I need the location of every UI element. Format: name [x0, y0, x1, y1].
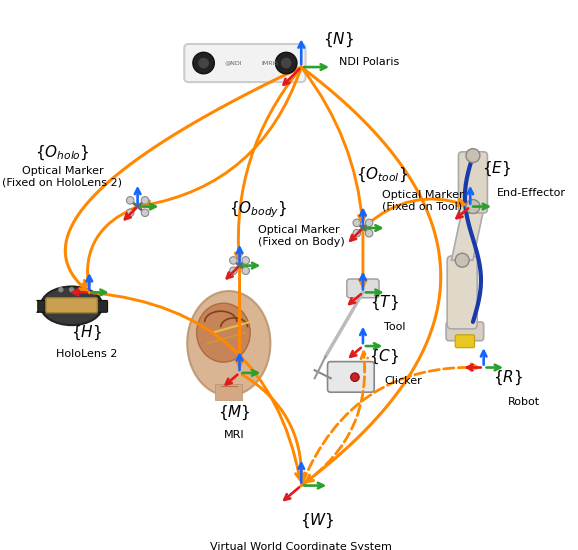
Circle shape [365, 229, 373, 237]
Circle shape [198, 58, 209, 68]
Circle shape [127, 209, 134, 217]
Text: Tool: Tool [384, 322, 406, 332]
Circle shape [69, 287, 75, 293]
Circle shape [127, 196, 134, 204]
Text: $\{M\}$: $\{M\}$ [218, 404, 250, 422]
Text: Optical Marker
(Fixed on Body): Optical Marker (Fixed on Body) [258, 226, 345, 247]
Circle shape [80, 287, 85, 293]
Text: $\{O_{body}\}$: $\{O_{body}\}$ [229, 199, 287, 219]
Text: Optical Marker
(Fixed on Tool): Optical Marker (Fixed on Tool) [381, 190, 464, 212]
Text: HoloLens 2: HoloLens 2 [56, 349, 117, 359]
Circle shape [242, 257, 250, 264]
Text: $\{C\}$: $\{C\}$ [369, 348, 399, 366]
Text: IMRIS: IMRIS [261, 60, 279, 65]
Circle shape [281, 58, 291, 68]
Text: @NDI: @NDI [225, 60, 242, 65]
Ellipse shape [197, 303, 250, 362]
FancyBboxPatch shape [455, 335, 475, 348]
FancyBboxPatch shape [216, 383, 242, 400]
Circle shape [466, 148, 480, 163]
Circle shape [276, 52, 297, 74]
Text: $\{R\}$: $\{R\}$ [493, 369, 523, 387]
Text: $\{T\}$: $\{T\}$ [370, 294, 399, 312]
Circle shape [58, 287, 64, 293]
Circle shape [365, 219, 373, 227]
Circle shape [351, 373, 359, 382]
Text: $\{W\}$: $\{W\}$ [300, 512, 335, 530]
Text: End-Effector: End-Effector [497, 188, 566, 198]
FancyBboxPatch shape [96, 300, 108, 312]
FancyBboxPatch shape [46, 298, 97, 313]
Text: Virtual World Coordinate System: Virtual World Coordinate System [210, 542, 392, 550]
FancyBboxPatch shape [37, 300, 46, 312]
Circle shape [466, 200, 480, 213]
Circle shape [193, 52, 214, 74]
FancyBboxPatch shape [447, 256, 477, 329]
FancyBboxPatch shape [184, 44, 306, 82]
Circle shape [141, 196, 149, 204]
Circle shape [229, 257, 237, 264]
Circle shape [229, 267, 237, 274]
Text: Clicker: Clicker [384, 376, 422, 386]
FancyBboxPatch shape [458, 152, 487, 213]
Text: $\{O_{tool}\}$: $\{O_{tool}\}$ [355, 165, 408, 184]
Text: $\{H\}$: $\{H\}$ [71, 323, 102, 342]
Ellipse shape [41, 287, 102, 325]
Circle shape [242, 267, 250, 274]
Circle shape [141, 209, 149, 217]
FancyBboxPatch shape [347, 279, 379, 298]
Text: $\{N\}$: $\{N\}$ [323, 31, 354, 50]
FancyBboxPatch shape [446, 322, 484, 340]
Polygon shape [451, 209, 484, 260]
Text: $\{E\}$: $\{E\}$ [483, 160, 512, 178]
Text: MRI: MRI [224, 430, 244, 439]
Circle shape [455, 253, 469, 267]
Text: Robot: Robot [508, 398, 540, 408]
Circle shape [353, 229, 361, 237]
Text: $\{O_{holo}\}$: $\{O_{holo}\}$ [35, 144, 90, 162]
Circle shape [353, 219, 361, 227]
Ellipse shape [187, 291, 271, 395]
Text: NDI Polaris: NDI Polaris [339, 57, 399, 67]
Text: Optical Marker
(Fixed on HoloLens 2): Optical Marker (Fixed on HoloLens 2) [2, 166, 123, 188]
FancyBboxPatch shape [328, 361, 374, 392]
